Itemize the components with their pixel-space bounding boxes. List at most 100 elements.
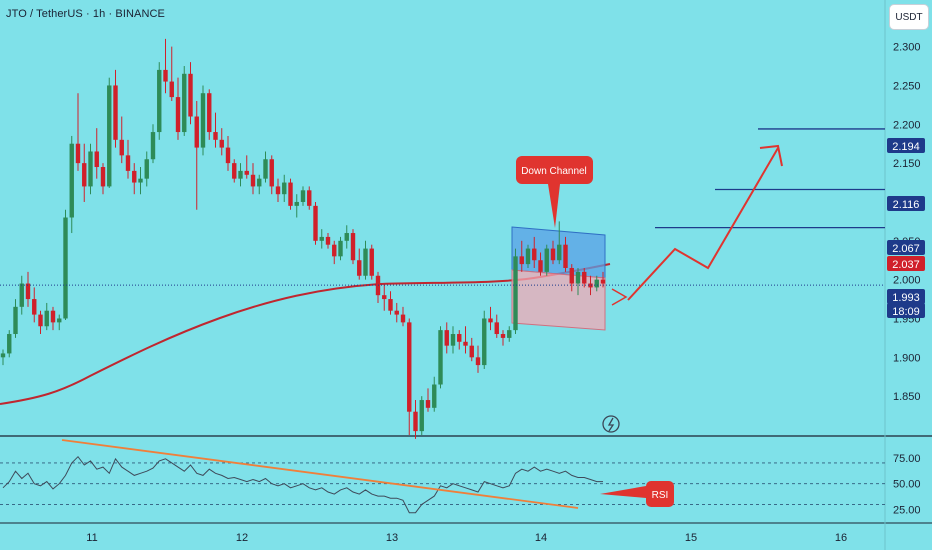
candle-up xyxy=(294,201,299,206)
candle-down xyxy=(175,97,181,133)
price-axis-tick: 1.900 xyxy=(893,352,921,364)
price-label-box xyxy=(887,196,925,211)
currency-button[interactable]: USDT xyxy=(889,4,929,30)
candle-up xyxy=(482,318,487,366)
rsi-line xyxy=(2,455,603,514)
rsi-axis-tick: 50.00 xyxy=(893,479,921,491)
candle-down xyxy=(582,271,587,284)
price-label: 18:09 xyxy=(892,306,920,318)
down-channel-callout xyxy=(516,156,593,184)
chart-title: JTO / TetherUS · 1h · BINANCE xyxy=(6,8,165,20)
candle-up xyxy=(263,159,268,179)
candle-up xyxy=(557,244,562,261)
candle-up xyxy=(319,236,324,241)
candle-down xyxy=(269,159,274,187)
price-label: 2.194 xyxy=(892,141,920,153)
candle-up xyxy=(338,240,343,257)
candle-down xyxy=(350,233,356,261)
candle-down xyxy=(325,236,331,245)
candle-up xyxy=(575,271,581,284)
down-channel-label: Down Channel xyxy=(521,166,587,177)
candle-down xyxy=(169,81,174,98)
candle-down xyxy=(407,322,412,412)
price-axis-tick: 2.200 xyxy=(893,119,921,131)
price-label: 2.116 xyxy=(893,199,920,211)
candle-down xyxy=(250,174,256,187)
candle-up xyxy=(525,248,531,265)
projection-arrowhead xyxy=(759,144,783,167)
rsi-callout-pointer xyxy=(600,486,646,498)
candle-down xyxy=(94,151,99,168)
candle-down xyxy=(519,256,524,265)
candle-down xyxy=(332,244,337,257)
candle-down xyxy=(463,341,468,346)
candle-down xyxy=(288,182,293,206)
candle-down xyxy=(313,205,318,241)
lightning-glyph xyxy=(607,417,615,432)
candle-down xyxy=(563,244,568,268)
candle-up xyxy=(44,310,49,327)
candle-down xyxy=(194,116,199,148)
candle-down xyxy=(400,314,406,323)
price-label-box xyxy=(887,256,925,271)
candle-down xyxy=(132,170,137,183)
price-axis-tick: 2.300 xyxy=(893,42,921,54)
price-label: 2.067 xyxy=(892,243,920,255)
candle-down xyxy=(550,248,556,261)
candle-up xyxy=(450,334,456,346)
candle-down xyxy=(125,155,131,171)
candle-down xyxy=(469,345,474,358)
candle-down xyxy=(207,93,212,133)
candle-down xyxy=(388,299,393,311)
candle-down xyxy=(413,411,418,432)
candle-up xyxy=(300,190,306,202)
price-label-box xyxy=(887,303,925,318)
candle-up xyxy=(88,151,93,187)
candle-down xyxy=(119,139,124,156)
candle-up xyxy=(363,248,368,276)
candle-down xyxy=(600,279,606,284)
candle-down xyxy=(494,322,499,335)
projection-arrow xyxy=(627,147,779,301)
candle-down xyxy=(225,147,231,164)
candle-down xyxy=(488,318,493,323)
candle-down xyxy=(457,334,462,342)
candle-up xyxy=(257,178,262,187)
candle-down xyxy=(163,69,168,82)
price-label-box xyxy=(887,240,925,255)
time-axis-tick: 16 xyxy=(835,532,847,544)
candle-down xyxy=(213,132,218,140)
candle-down xyxy=(38,314,43,327)
candle-down xyxy=(219,139,224,148)
time-axis-tick: 15 xyxy=(685,532,697,544)
candle-down xyxy=(538,260,543,272)
candle-up xyxy=(182,73,187,133)
price-axis-tick: 1.850 xyxy=(893,391,921,403)
candle-down xyxy=(32,299,37,315)
candle-up xyxy=(69,143,74,218)
candle-up xyxy=(344,233,349,241)
time-axis-tick: 14 xyxy=(535,532,547,544)
candle-up xyxy=(238,170,243,179)
candle-down xyxy=(425,400,431,408)
price-label-box xyxy=(887,138,925,153)
price-axis-tick: 2.000 xyxy=(893,275,921,287)
candle-down xyxy=(100,167,106,187)
time-axis-tick: 12 xyxy=(236,532,248,544)
candle-down xyxy=(588,283,593,288)
time-axis-tick: 11 xyxy=(86,532,97,544)
candle-up xyxy=(57,318,62,323)
lightning-icon[interactable] xyxy=(602,415,620,433)
candle-down xyxy=(475,357,481,366)
candle-up xyxy=(13,306,18,335)
rsi-axis-tick: 25.00 xyxy=(893,505,921,517)
candle-up xyxy=(107,85,112,187)
candle-down xyxy=(75,143,81,164)
price-label: 2.037 xyxy=(892,259,920,271)
candle-up xyxy=(200,93,206,148)
candle-up xyxy=(507,330,512,338)
candle-down xyxy=(307,190,312,206)
